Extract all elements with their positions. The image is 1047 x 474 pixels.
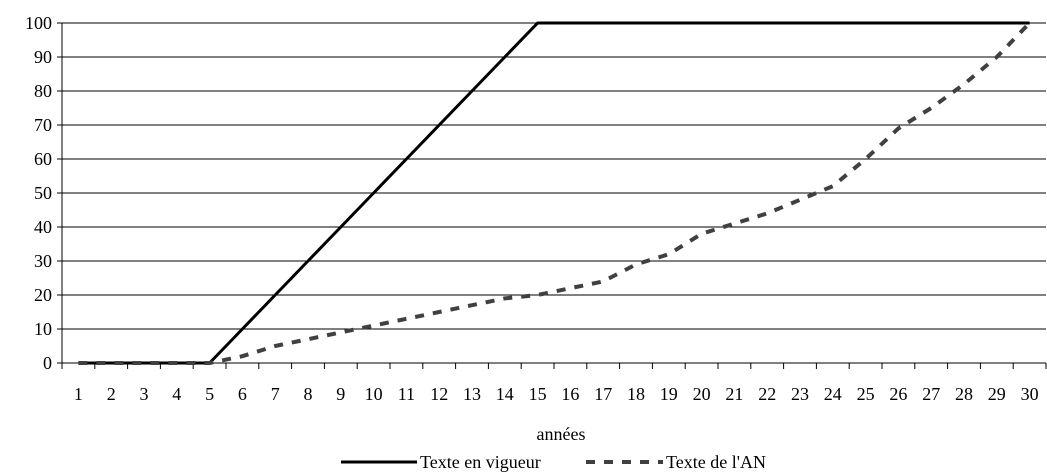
x-tick-label: 23: [791, 384, 809, 404]
y-tick-label: 70: [34, 115, 52, 135]
x-tick-label: 4: [172, 384, 181, 404]
x-tick-label: 29: [988, 384, 1006, 404]
x-tick-label: 19: [660, 384, 678, 404]
x-tick-label: 2: [107, 384, 116, 404]
x-tick-label: 30: [1021, 384, 1039, 404]
legend-label-2: Texte de l'AN: [666, 452, 766, 472]
x-tick-label: 1: [74, 384, 83, 404]
y-tick-label: 100: [25, 13, 52, 33]
x-tick-label: 27: [922, 384, 940, 404]
x-tick-label: 20: [693, 384, 711, 404]
x-tick-label: 5: [205, 384, 214, 404]
x-tick-label: 12: [430, 384, 448, 404]
x-tick-label: 17: [594, 384, 612, 404]
x-tick-label: 25: [857, 384, 875, 404]
x-tick-label: 24: [824, 384, 842, 404]
y-tick-label: 0: [43, 353, 52, 373]
x-tick-label: 10: [365, 384, 383, 404]
y-tick-label: 60: [34, 149, 52, 169]
x-tick-label: 22: [758, 384, 776, 404]
x-tick-label: 13: [463, 384, 481, 404]
legend-label-1: Texte en vigueur: [420, 452, 541, 472]
axes: [61, 23, 1046, 364]
x-tick-label: 7: [271, 384, 280, 404]
y-tick-label: 50: [34, 183, 52, 203]
x-tick-label: 3: [140, 384, 149, 404]
x-tick-label: 26: [889, 384, 907, 404]
y-tick-label: 30: [34, 251, 52, 271]
x-tick-label: 8: [304, 384, 313, 404]
y-tick-label: 10: [34, 319, 52, 339]
y-tick-label: 40: [34, 217, 52, 237]
y-axis-ticks: 0 10 20 30 40 50 60 70 80 90 100: [25, 13, 62, 373]
series-line-2: [78, 21, 1032, 365]
x-axis-label: années: [537, 424, 586, 444]
x-tick-label: 28: [955, 384, 973, 404]
x-axis-ticks: 1 2 3 4 5 6 7 8 9 10 11 12 13 14 15 16 17 18 19 20 21 22 23 24 2…: [61, 363, 1047, 404]
legend: Texte en vigueur Texte de l'AN: [341, 452, 766, 472]
series-lines: [78, 21, 1032, 365]
x-tick-label: 15: [529, 384, 547, 404]
x-tick-label: 11: [398, 384, 415, 404]
x-tick-label: 14: [496, 384, 514, 404]
x-tick-label: 16: [561, 384, 579, 404]
x-tick-label: 18: [627, 384, 645, 404]
x-tick-label: 21: [725, 384, 743, 404]
y-tick-label: 90: [34, 47, 52, 67]
y-tick-label: 80: [34, 81, 52, 101]
y-tick-label: 20: [34, 285, 52, 305]
series-line-1: [78, 21, 1030, 365]
gridlines: [62, 22, 1046, 364]
x-tick-label: 6: [238, 384, 247, 404]
x-tick-label: 9: [336, 384, 345, 404]
